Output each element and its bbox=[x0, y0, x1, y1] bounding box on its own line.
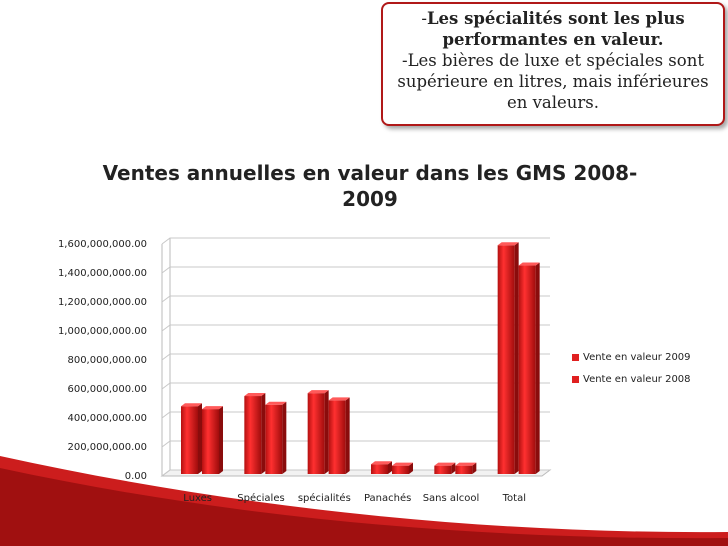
chart-title: Ventes annuelles en valeur dans les GMS … bbox=[102, 161, 638, 211]
x-tick-label: Panachés bbox=[364, 492, 411, 504]
gridline bbox=[161, 266, 550, 274]
bar-top bbox=[455, 462, 477, 466]
chart-legend: Vente en valeur 2009 Vente en valeur 200… bbox=[572, 346, 691, 390]
y-tick-label: 600,000,000.00 bbox=[67, 384, 147, 395]
bar-0-0 bbox=[181, 403, 202, 474]
y-tick-label: 400,000,000.00 bbox=[67, 413, 147, 424]
bar-front bbox=[371, 464, 388, 474]
bar-5-1 bbox=[518, 262, 540, 474]
bar-front bbox=[265, 404, 283, 474]
bar-side bbox=[472, 462, 477, 474]
x-tick-label: Total bbox=[502, 493, 526, 504]
bar-front bbox=[518, 265, 536, 474]
bar-side bbox=[451, 462, 456, 474]
y-tick-label: 800,000,000.00 bbox=[67, 355, 147, 366]
bar-front bbox=[392, 465, 409, 474]
y-tick-label: 0.00 bbox=[125, 471, 147, 482]
bar-front bbox=[307, 393, 325, 474]
bar-front bbox=[328, 400, 346, 474]
bar-top bbox=[307, 390, 329, 394]
bar-top bbox=[392, 462, 413, 466]
gridline bbox=[161, 295, 550, 303]
y-tick-label: 1,200,000,000.00 bbox=[58, 297, 147, 308]
bar-2-1 bbox=[328, 397, 350, 474]
legend-swatch bbox=[572, 375, 579, 383]
chart-grid bbox=[160, 237, 552, 477]
bar-2-0 bbox=[307, 390, 329, 474]
legend-swatch bbox=[572, 353, 579, 361]
bar-front bbox=[244, 396, 262, 474]
bar-1-1 bbox=[265, 401, 287, 474]
bar-side bbox=[388, 461, 392, 474]
chart-bars bbox=[181, 242, 540, 474]
gridline bbox=[161, 353, 550, 361]
bar-4-0 bbox=[434, 462, 456, 474]
x-tick-label: Sans alcool bbox=[423, 493, 480, 504]
bar-3-1 bbox=[392, 462, 413, 474]
callout-box: -Les spécialités sont les plus performan… bbox=[381, 2, 725, 126]
bar-side bbox=[409, 462, 413, 474]
y-axis-labels: 0.00 200,000,000.00 400,000,000.00 600,000,… bbox=[58, 239, 147, 482]
bar-3-0 bbox=[371, 461, 392, 474]
bar-top bbox=[202, 406, 223, 410]
gridline bbox=[161, 324, 550, 332]
bar-side bbox=[198, 403, 202, 474]
bar-front bbox=[202, 409, 219, 474]
bar-side bbox=[535, 262, 540, 474]
bar-top bbox=[181, 403, 202, 407]
legend-item-2008: Vente en valeur 2008 bbox=[572, 368, 691, 390]
x-tick-label: Spéciales bbox=[237, 492, 284, 504]
callout-line-2: -Les bières de luxe et spéciales sont su… bbox=[397, 51, 709, 112]
bar-side bbox=[282, 401, 287, 474]
y-tick-label: 1,000,000,000.00 bbox=[58, 326, 147, 337]
bar-side bbox=[324, 390, 329, 474]
y-tick-label: 1,600,000,000.00 bbox=[58, 239, 147, 250]
bar-top bbox=[371, 461, 392, 465]
bar-side bbox=[345, 397, 350, 474]
x-tick-label: spécialités bbox=[298, 492, 351, 504]
gridline bbox=[161, 440, 550, 448]
gridline bbox=[161, 382, 550, 390]
bar-side bbox=[261, 393, 266, 474]
bar-top bbox=[328, 397, 350, 401]
legend-item-2009: Vente en valeur 2009 bbox=[572, 346, 691, 368]
x-tick-label: Luxes bbox=[183, 493, 212, 504]
bar-top bbox=[497, 242, 519, 246]
x-axis-labels: Luxes Spéciales spécialités Panachés Sans al… bbox=[183, 492, 526, 504]
bar-top bbox=[518, 262, 540, 266]
y-tick-label: 200,000,000.00 bbox=[67, 442, 147, 453]
callout-bold-text: Les spécialités sont les plus performant… bbox=[426, 9, 685, 49]
bar-4-1 bbox=[455, 462, 477, 474]
gridline bbox=[161, 469, 550, 477]
gridline bbox=[161, 237, 550, 245]
bar-front bbox=[181, 406, 198, 474]
bar-top bbox=[265, 401, 287, 405]
bar-front bbox=[497, 245, 515, 474]
bar-top bbox=[434, 462, 456, 466]
bar-front bbox=[434, 465, 452, 474]
bar-5-0 bbox=[497, 242, 519, 474]
bar-side bbox=[219, 406, 223, 474]
bar-side bbox=[514, 242, 519, 474]
bar-front bbox=[455, 465, 473, 474]
bar-1-0 bbox=[244, 393, 266, 474]
y-tick-label: 1,400,000,000.00 bbox=[58, 268, 147, 279]
decorative-swoosh bbox=[0, 456, 728, 546]
bar-0-1 bbox=[202, 406, 223, 474]
bar-top bbox=[244, 393, 266, 397]
callout-line-1: -Les spécialités sont les plus performan… bbox=[421, 9, 685, 49]
gridline bbox=[161, 411, 550, 419]
